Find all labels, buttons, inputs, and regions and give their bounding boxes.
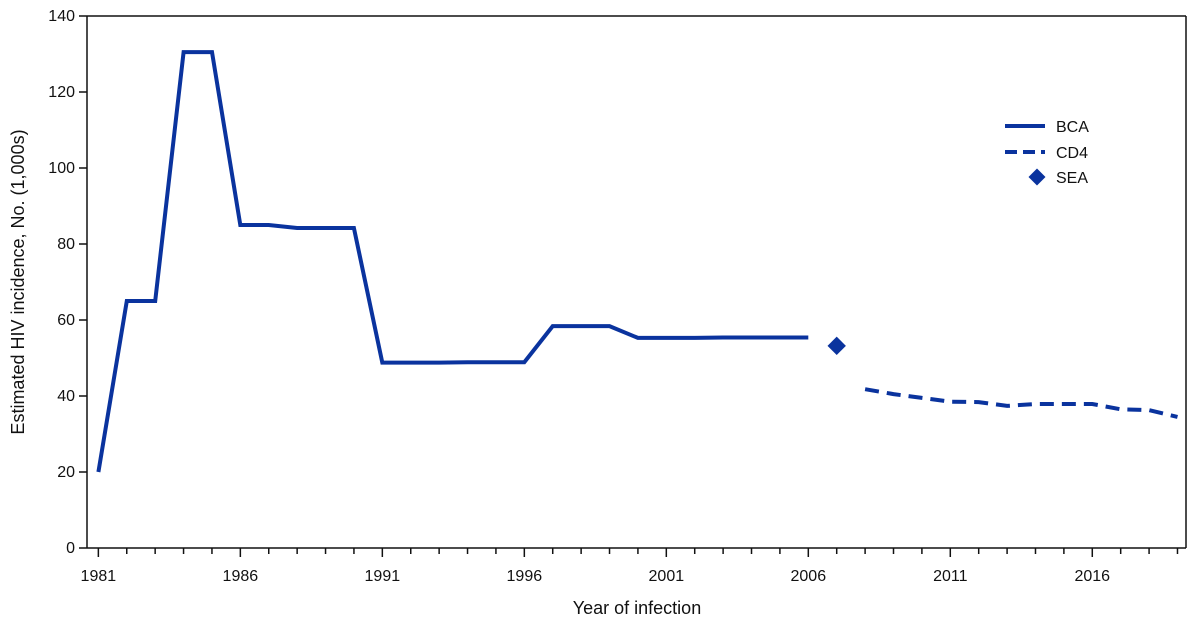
y-tick-label: 80 <box>57 236 75 253</box>
plot-frame <box>86 15 1187 549</box>
series-layer <box>96 50 1178 473</box>
legend-label-bca: BCA <box>1056 119 1089 136</box>
y-tick-label: 20 <box>57 464 75 481</box>
x-tick-label: 2006 <box>791 568 827 585</box>
series-sea-point <box>827 336 846 356</box>
x-axis-ticks: 1981 1986 1991 1996 2001 2006 2011 2016 <box>81 548 1179 585</box>
legend: BCA CD4 SEA <box>1005 119 1089 187</box>
y-tick-label: 120 <box>48 84 75 101</box>
x-tick-label: 1986 <box>223 568 259 585</box>
x-tick-label: 1991 <box>365 568 401 585</box>
y-axis-title: Estimated HIV incidence, No. (1,000s) <box>8 129 28 434</box>
x-tick-label: 2011 <box>933 568 968 585</box>
x-axis-title: Year of infection <box>573 598 701 618</box>
y-tick-label: 0 <box>66 540 75 557</box>
legend-label-sea: SEA <box>1056 170 1088 187</box>
x-tick-label: 2001 <box>649 568 685 585</box>
y-tick-label: 100 <box>48 160 75 177</box>
series-cd4-line <box>864 387 1178 419</box>
legend-swatch-sea <box>1028 168 1046 186</box>
x-tick-label: 1981 <box>81 568 117 585</box>
legend-label-cd4: CD4 <box>1056 145 1088 162</box>
x-tick-label: 1996 <box>507 568 543 585</box>
y-axis-ticks: 0 20 40 60 80 100 120 140 <box>48 8 87 557</box>
y-tick-label: 40 <box>57 388 75 405</box>
y-tick-label: 140 <box>48 8 75 25</box>
x-tick-label: 2016 <box>1074 568 1110 585</box>
series-bca-line <box>96 50 809 473</box>
y-tick-label: 60 <box>57 312 75 329</box>
